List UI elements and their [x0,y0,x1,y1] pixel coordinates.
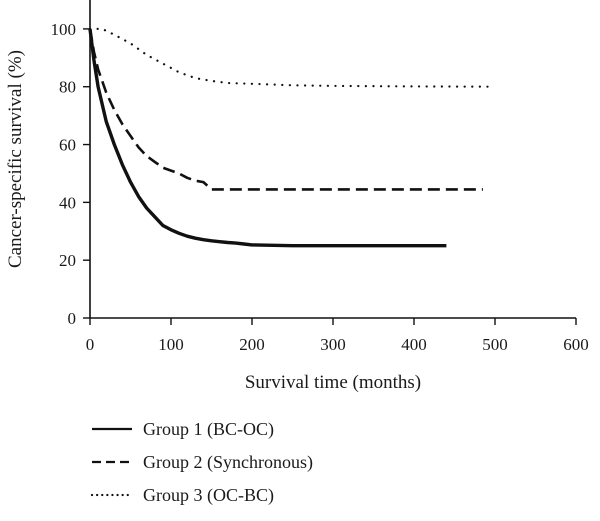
y-tick-label: 60 [59,136,76,155]
y-axis-title: Cancer-specific survival (%) [5,50,26,268]
x-tick-label: 100 [158,335,184,354]
x-tick-label: 0 [86,335,95,354]
y-tick-label: 20 [59,251,76,270]
series-layer [88,27,497,248]
y-tick-label: 0 [68,309,77,328]
series-line-group-3 [88,27,497,88]
x-tick-label: 500 [482,335,508,354]
y-tick-label: 40 [59,193,76,212]
series-line-group-1 [88,28,447,248]
axes: 0 20 40 60 80 100 0 100 200 300 400 500 600 Survival … [5,0,589,393]
x-tick-label: 600 [563,335,589,354]
y-tick-label: 80 [59,78,76,97]
x-tick-label: 400 [401,335,427,354]
x-axis-title: Survival time (months) [245,372,421,393]
x-tick-label: 300 [320,335,346,354]
series-line-group-2 [88,28,483,191]
y-tick-label: 100 [51,20,77,39]
legend-label-group-1: Group 1 (BC-OC) [143,419,274,440]
x-tick-label: 200 [239,335,265,354]
legend-label-group-3: Group 3 (OC-BC) [143,485,274,506]
legend-label-group-2: Group 2 (Synchronous) [143,452,313,473]
legend: Group 1 (BC-OC) Group 2 (Synchronous) Grou… [90,419,313,506]
